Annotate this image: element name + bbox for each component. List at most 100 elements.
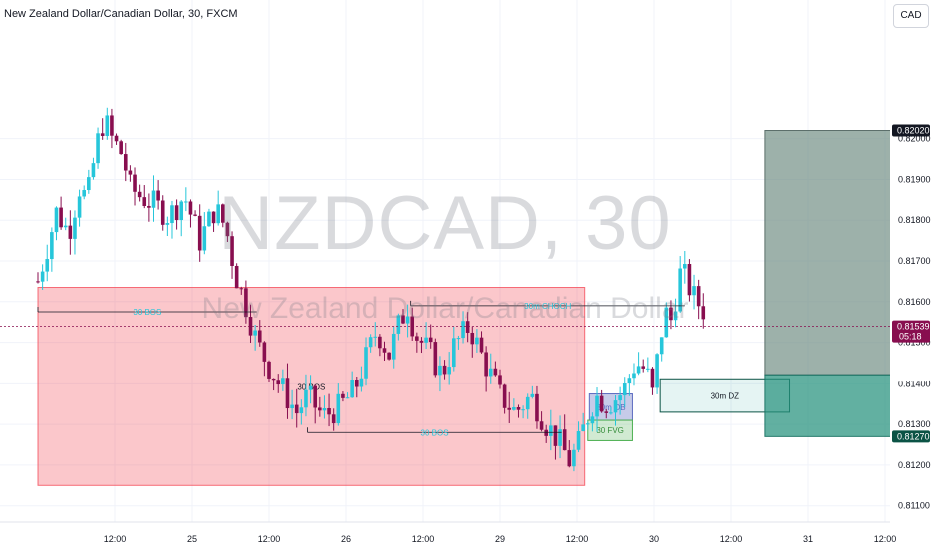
candle-body <box>244 288 248 318</box>
candle-body <box>438 365 442 376</box>
candle-body <box>341 393 345 398</box>
candle-body <box>73 217 77 239</box>
candle-body <box>544 429 548 436</box>
candle-body <box>396 315 401 334</box>
candle-body <box>447 367 451 375</box>
candle-body <box>382 348 387 353</box>
candle-body <box>465 321 470 333</box>
candle-body <box>378 336 382 349</box>
candle-body <box>184 201 188 203</box>
candle-body <box>391 333 396 360</box>
candle-body <box>553 425 558 446</box>
price-tick-label: 0.81300 <box>898 419 931 429</box>
candle-body <box>484 352 488 377</box>
candle-body <box>632 373 636 379</box>
candle-body <box>197 215 202 251</box>
drawing-levels: 30 BOS 30m CHOCH 30 BOS <box>0 300 890 437</box>
candle-body <box>488 368 493 377</box>
price-tick-label: 0.81800 <box>898 215 931 225</box>
candle-body <box>318 407 322 411</box>
time-axis[interactable]: 12:00 25 12:00 26 12:00 29 12:00 30 12:00 31 12:00… <box>0 521 932 550</box>
candle-body <box>248 317 253 336</box>
candle-body <box>530 393 535 397</box>
candle-body <box>585 423 590 425</box>
zone-label: 30 FVG <box>596 426 624 435</box>
price-tick-label: 0.81600 <box>898 297 931 307</box>
price-badge <box>892 369 930 382</box>
candle-body <box>683 264 687 269</box>
candle-body <box>364 347 368 379</box>
candle-body <box>327 407 331 415</box>
candle-body <box>281 378 285 385</box>
candle-body <box>147 205 151 208</box>
candle-body <box>225 222 230 237</box>
candle-body <box>304 389 308 408</box>
candle-body <box>650 368 655 388</box>
candle-body <box>257 330 262 343</box>
candle-body <box>659 337 664 355</box>
candle-body <box>442 365 447 375</box>
price-tick-label: 0.81200 <box>898 460 931 470</box>
candle-body <box>475 337 479 345</box>
time-tick-label: 25 <box>187 534 197 544</box>
candle-body <box>59 207 63 228</box>
candle-body <box>285 378 290 409</box>
level-label: 30 BOS <box>133 308 161 317</box>
candle-body <box>354 380 359 387</box>
candle-body <box>133 174 137 192</box>
candle-body <box>345 397 350 399</box>
candle-body <box>669 307 673 321</box>
price-badge-label: 0.81539 <box>897 322 930 332</box>
candle-body <box>142 197 147 206</box>
candle-body <box>96 133 100 164</box>
candle-body <box>581 424 585 432</box>
candlestick-series <box>36 107 706 472</box>
symbol-title: New Zealand Dollar/Canadian Dollar, 30, … <box>4 8 238 20</box>
chart-grid <box>0 0 890 522</box>
candle-body <box>516 406 521 410</box>
candle-body <box>655 354 659 388</box>
candle-body <box>271 378 276 381</box>
candle-body <box>221 204 225 223</box>
countdown-label: 05:18 <box>899 332 922 342</box>
zone-label: 30m DZ <box>711 392 740 401</box>
candle-body <box>373 336 378 338</box>
candle-body <box>636 366 641 374</box>
candle-body <box>77 196 82 218</box>
candle-body <box>313 385 317 408</box>
candle-body <box>211 211 216 224</box>
price-badge-label: 0.82020 <box>897 126 930 136</box>
candle-body <box>572 449 576 467</box>
candle-body <box>664 307 669 338</box>
candle-body <box>687 264 692 296</box>
zone-box <box>587 419 633 441</box>
price-axis[interactable]: 0.811000.812000.813000.814000.815000.816… <box>890 0 932 550</box>
price-tick-label: 0.81700 <box>898 256 931 266</box>
time-tick-label: 30 <box>649 534 659 544</box>
time-tick-label: 12:00 <box>104 534 127 544</box>
candle-body <box>299 407 304 414</box>
candle-body <box>87 177 91 191</box>
candle-body <box>525 396 530 410</box>
candle-body <box>137 191 142 198</box>
level-label: 30m CHOCH <box>524 302 571 311</box>
candle-body <box>160 200 165 225</box>
candle-body <box>701 306 706 320</box>
candle-body <box>590 416 595 424</box>
candle-body <box>230 236 234 266</box>
candle-body <box>262 342 267 362</box>
candle-body <box>216 204 220 224</box>
candle-body <box>599 395 604 412</box>
currency-button[interactable]: CAD <box>893 4 929 28</box>
candle-body <box>424 337 428 343</box>
candle-body <box>419 340 424 343</box>
candle-body <box>433 342 438 376</box>
candle-body <box>452 338 456 368</box>
candle-body <box>646 368 650 370</box>
candle-body <box>110 115 114 136</box>
candle-body <box>207 211 211 227</box>
candle-body <box>68 225 73 239</box>
price-tick-label: 0.81100 <box>898 501 930 511</box>
watermark-ticker: NZDCAD, 30 <box>218 181 672 266</box>
